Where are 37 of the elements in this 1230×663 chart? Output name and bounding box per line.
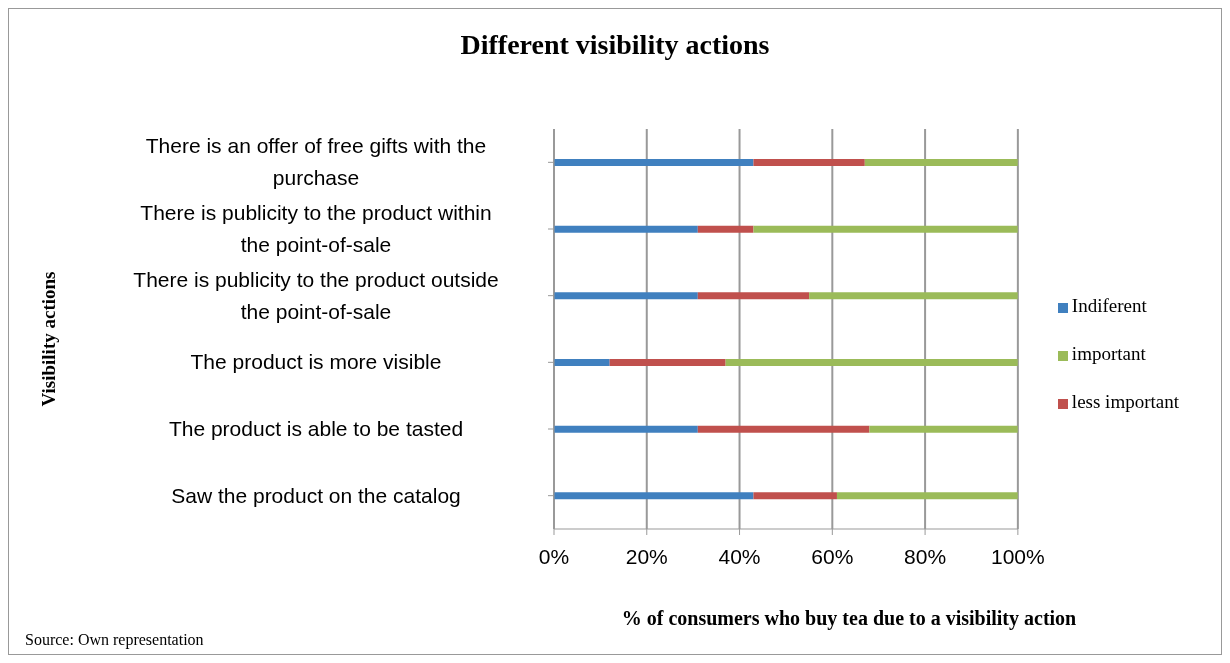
y-tick-label: There is publicity to the product within the point-of-sale	[140, 201, 492, 256]
y-tick-label: There is an offer of free gifts with the purchase	[145, 134, 487, 190]
x-tick-label: 100%	[991, 544, 1045, 568]
bar	[697, 425, 870, 433]
x-tick-label: 80%	[904, 544, 947, 568]
legend-label: important	[1071, 343, 1146, 364]
bar	[697, 225, 754, 233]
bar	[554, 425, 698, 433]
bar	[753, 159, 865, 166]
bar	[554, 492, 754, 500]
bar	[753, 225, 1018, 233]
x-tick-label: 0%	[538, 544, 570, 568]
bar	[809, 292, 1018, 300]
bar	[725, 359, 1018, 366]
x-tick-label: 60%	[811, 544, 854, 568]
y-tick-label: The product is able to be tasted	[168, 417, 464, 440]
y-axis-title: Visibility actions	[38, 271, 60, 407]
y-tick-label: The product is more visible	[190, 350, 442, 374]
legend-label: Indiferent	[1071, 295, 1147, 316]
bar	[554, 292, 698, 300]
chart-title: Different visibility actions	[459, 29, 771, 61]
x-tick-label: 20%	[625, 544, 668, 568]
bar	[609, 359, 726, 366]
bar	[697, 292, 810, 300]
bar	[753, 492, 837, 500]
legend-label: less important	[1071, 391, 1179, 412]
x-tick-label: 40%	[718, 544, 761, 568]
bar	[836, 492, 1018, 500]
bar	[554, 159, 754, 166]
x-axis-title: % of consumers who buy tea due to a visibility action	[620, 607, 1078, 630]
y-tick-label: There is publicity to the product outside the point-of-sale	[133, 267, 499, 323]
bar	[869, 425, 1018, 433]
source-note: Source: Own representation	[25, 631, 204, 649]
bar	[864, 159, 1018, 166]
bar	[554, 225, 698, 233]
bar	[554, 359, 610, 366]
y-tick-label: Saw the product on the catalog	[171, 483, 461, 507]
